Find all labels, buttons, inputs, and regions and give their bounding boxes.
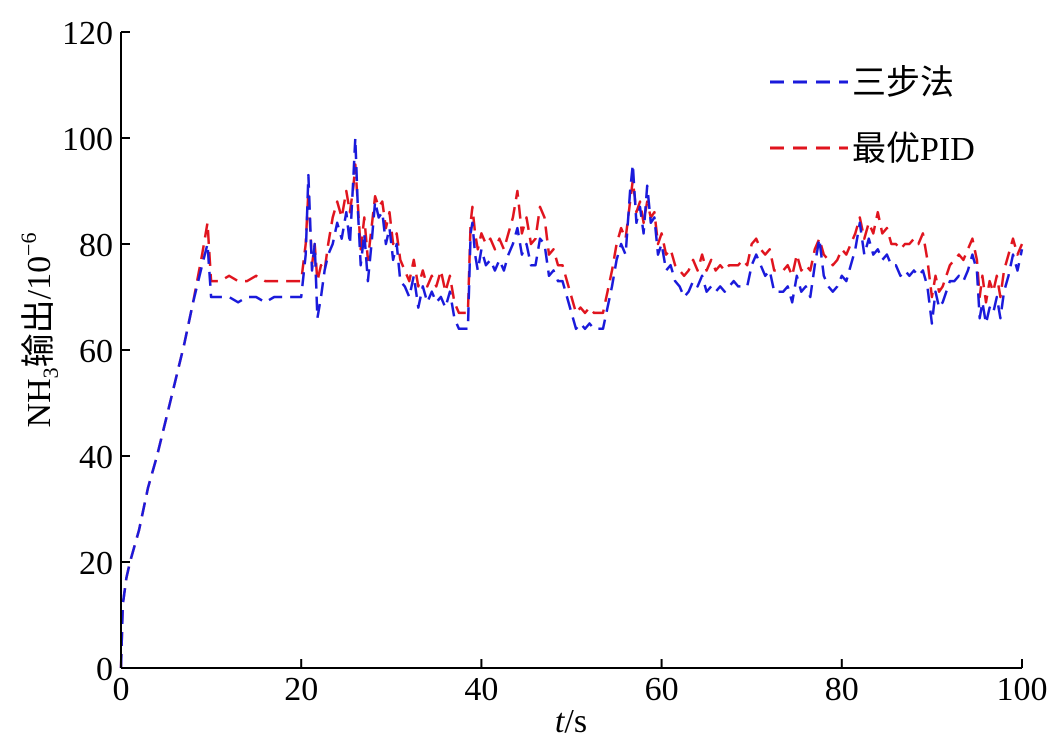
y-axis-title-rest: 输出/10	[20, 256, 58, 367]
x-tick-label: 80	[825, 671, 859, 708]
y-tick-label: 100	[62, 121, 113, 158]
series-line-optimal-pid	[119, 163, 1024, 669]
y-tick-label: 20	[79, 545, 113, 582]
x-tick-label: 0	[113, 671, 130, 708]
x-tick-label: 60	[645, 671, 679, 708]
plot-area: 0 20 40 60 80 100 120 0 20 40 60 80 100	[62, 15, 1048, 708]
y-axis-title-sup: −6	[16, 233, 41, 256]
y-ticks: 0 20 40 60 80 100 120	[62, 15, 130, 688]
x-tick-label: 20	[284, 671, 318, 708]
y-axis-title: NH3输出/10−6	[16, 233, 63, 428]
x-axis-title-unit: /s	[564, 703, 587, 740]
x-ticks: 0 20 40 60 80 100	[113, 659, 1048, 708]
y-tick-label: 40	[79, 439, 113, 476]
legend-label-optimal-pid: 最优PID	[852, 130, 975, 168]
y-tick-label: 60	[79, 333, 113, 370]
y-tick-label: 0	[96, 651, 113, 688]
x-axis-title: t/s	[555, 703, 587, 740]
x-tick-label: 40	[464, 671, 498, 708]
y-axis-title-main: NH	[21, 378, 58, 427]
series-layer	[119, 136, 1024, 669]
x-tick-label: 100	[997, 671, 1048, 708]
y-axis-title-sub: 3	[38, 367, 63, 378]
legend: 三步法 最优PID	[770, 64, 975, 168]
y-tick-label: 80	[79, 227, 113, 264]
y-tick-label: 120	[62, 15, 113, 52]
legend-label-three-step: 三步法	[852, 64, 954, 102]
x-axis-title-var: t	[555, 703, 566, 740]
series-line-three-step	[119, 136, 1024, 669]
